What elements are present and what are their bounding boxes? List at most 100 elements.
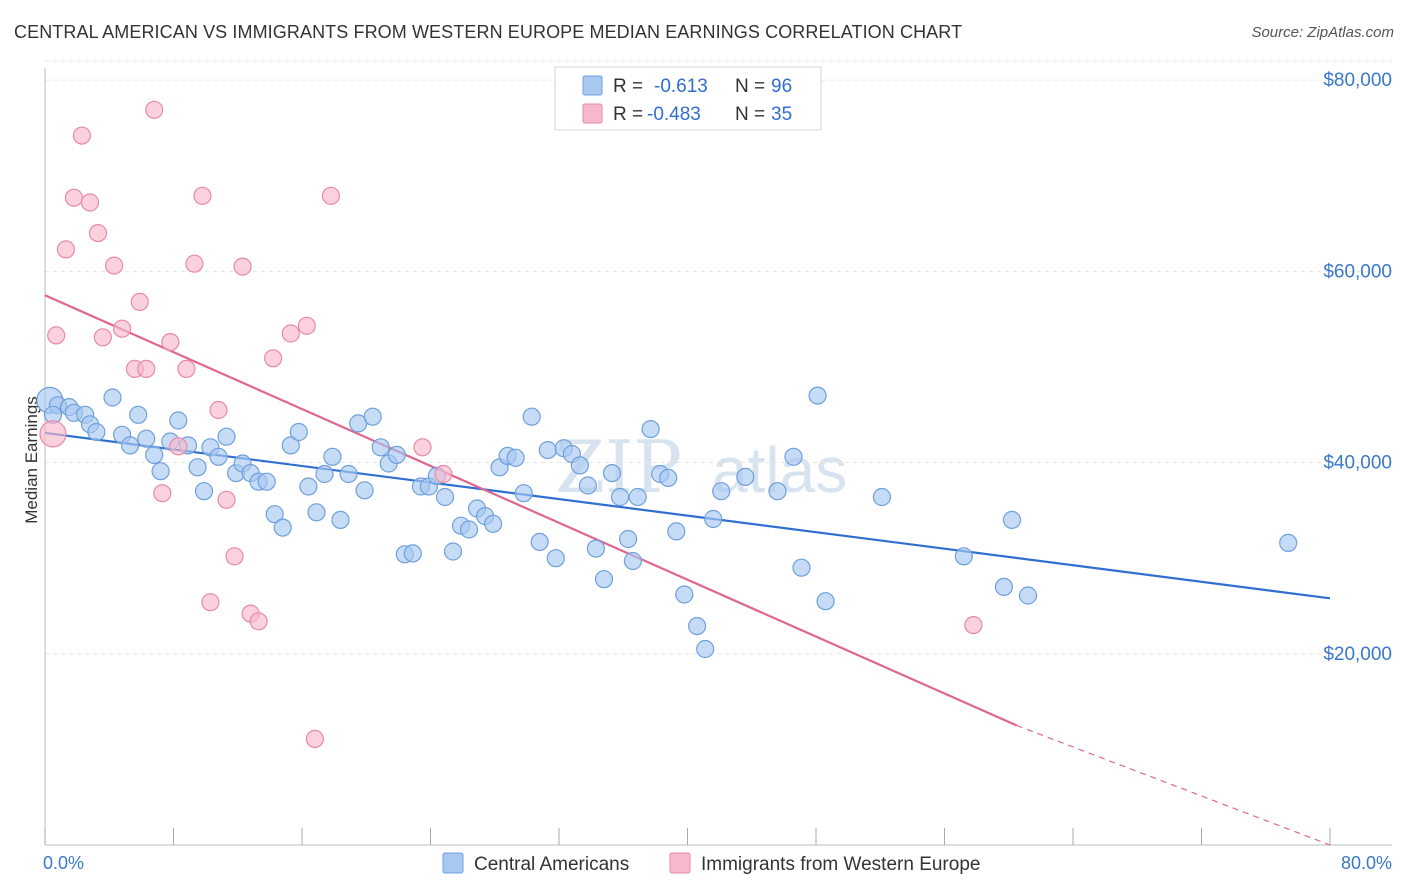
point-central-american xyxy=(363,407,382,426)
point-western-europe xyxy=(104,256,124,275)
point-central-american xyxy=(121,436,140,455)
point-central-american xyxy=(129,405,148,424)
point-central-american xyxy=(331,510,350,530)
point-western-europe xyxy=(264,349,283,368)
bottom-legend: Central Americans Immigrants from Wester… xyxy=(442,852,980,875)
point-western-europe xyxy=(93,328,112,347)
legend-r-value-1: -0.613 xyxy=(654,76,708,97)
y-axis-label: Median Earnings xyxy=(22,396,41,524)
point-central-american xyxy=(578,476,598,495)
point-central-american xyxy=(315,464,334,484)
chart-title: CENTRAL AMERICAN VS IMMIGRANTS FROM WEST… xyxy=(14,22,963,42)
point-central-american xyxy=(628,487,647,507)
point-central-american xyxy=(387,445,406,464)
legend-swatch-blue xyxy=(582,75,603,96)
trend-line-central-american xyxy=(44,431,1331,600)
point-western-europe xyxy=(88,224,108,243)
legend-n-label-2: N = xyxy=(735,104,765,125)
points-layer xyxy=(36,100,1298,749)
point-central-american xyxy=(443,542,463,561)
point-central-american xyxy=(371,438,390,457)
point-western-europe xyxy=(130,292,149,311)
chart-source: Source: ZipAtlas.com xyxy=(1251,24,1394,41)
point-central-american xyxy=(194,482,214,501)
point-western-europe xyxy=(80,193,100,212)
point-central-american xyxy=(1002,510,1022,530)
point-central-american xyxy=(594,570,614,589)
point-western-europe xyxy=(64,188,84,207)
point-central-american xyxy=(784,447,803,466)
point-central-american xyxy=(667,522,686,541)
point-central-american xyxy=(623,551,643,571)
trend-line-western-europe xyxy=(44,294,1018,727)
point-western-europe xyxy=(297,316,316,335)
point-central-american xyxy=(538,441,557,460)
point-central-american xyxy=(514,484,533,503)
watermark: ZIP atlas xyxy=(555,425,847,509)
point-central-american xyxy=(289,422,308,442)
point-central-american xyxy=(506,448,525,467)
point-central-american xyxy=(736,467,755,486)
point-central-american xyxy=(355,481,374,500)
point-western-europe xyxy=(233,257,252,276)
bottom-legend-label-pink: Immigrants from Western Europe xyxy=(701,854,980,875)
point-central-american xyxy=(151,462,170,481)
bottom-legend-label-blue: Central Americans xyxy=(474,854,629,875)
point-central-american xyxy=(403,544,422,563)
point-central-american xyxy=(257,472,276,491)
point-central-american xyxy=(339,464,358,484)
point-central-american xyxy=(768,482,787,501)
point-central-american xyxy=(659,468,678,487)
point-western-europe xyxy=(305,729,324,749)
point-western-europe xyxy=(56,240,76,259)
bottom-legend-swatch-pink xyxy=(669,852,691,874)
point-western-europe xyxy=(434,464,453,484)
point-central-american xyxy=(618,529,638,549)
point-central-american xyxy=(1279,533,1298,553)
point-central-american xyxy=(808,386,827,405)
point-central-american xyxy=(586,539,606,558)
point-western-europe xyxy=(39,420,67,448)
point-central-american xyxy=(712,482,731,501)
point-central-american xyxy=(145,445,164,464)
point-central-american xyxy=(217,427,236,446)
point-central-american xyxy=(209,447,228,466)
point-central-american xyxy=(602,464,622,483)
point-western-europe xyxy=(209,400,228,420)
point-western-europe xyxy=(72,126,92,145)
point-central-american xyxy=(307,503,326,522)
y-tick-label: $20,000 xyxy=(1323,644,1392,665)
legend-r-value-2: -0.483 xyxy=(647,104,701,125)
point-western-europe xyxy=(413,438,432,457)
point-western-europe xyxy=(112,319,132,338)
point-central-american xyxy=(459,520,479,539)
legend-r-label-2: R = xyxy=(613,104,643,125)
point-western-europe xyxy=(249,612,268,631)
point-western-europe xyxy=(161,333,180,352)
point-central-american xyxy=(994,577,1014,597)
point-central-american xyxy=(641,420,660,439)
axes-layer: $20,000 $40,000 $60,000 $80,000 0.0% 80.0% xyxy=(43,68,1392,873)
point-central-american xyxy=(696,639,715,659)
trend-line-western-europe-extension xyxy=(1016,724,1331,846)
point-central-american xyxy=(323,447,342,466)
point-central-american xyxy=(1018,586,1038,605)
legend-n-value-2: 35 xyxy=(771,104,792,125)
point-western-europe xyxy=(145,100,164,119)
x-tick-label: 80.0% xyxy=(1341,853,1392,873)
point-central-american xyxy=(872,487,892,507)
point-central-american xyxy=(522,407,541,426)
point-central-american xyxy=(954,547,973,566)
point-central-american xyxy=(137,429,156,448)
point-western-europe xyxy=(964,615,983,635)
legend-n-label-1: N = xyxy=(735,76,765,97)
point-central-american xyxy=(816,592,835,611)
point-western-europe xyxy=(185,254,204,273)
point-western-europe xyxy=(169,437,188,456)
point-western-europe xyxy=(225,547,244,566)
grid-layer xyxy=(45,60,1392,655)
x-tick-label: 0.0% xyxy=(43,853,84,873)
point-central-american xyxy=(546,549,565,568)
point-central-american xyxy=(169,411,188,430)
